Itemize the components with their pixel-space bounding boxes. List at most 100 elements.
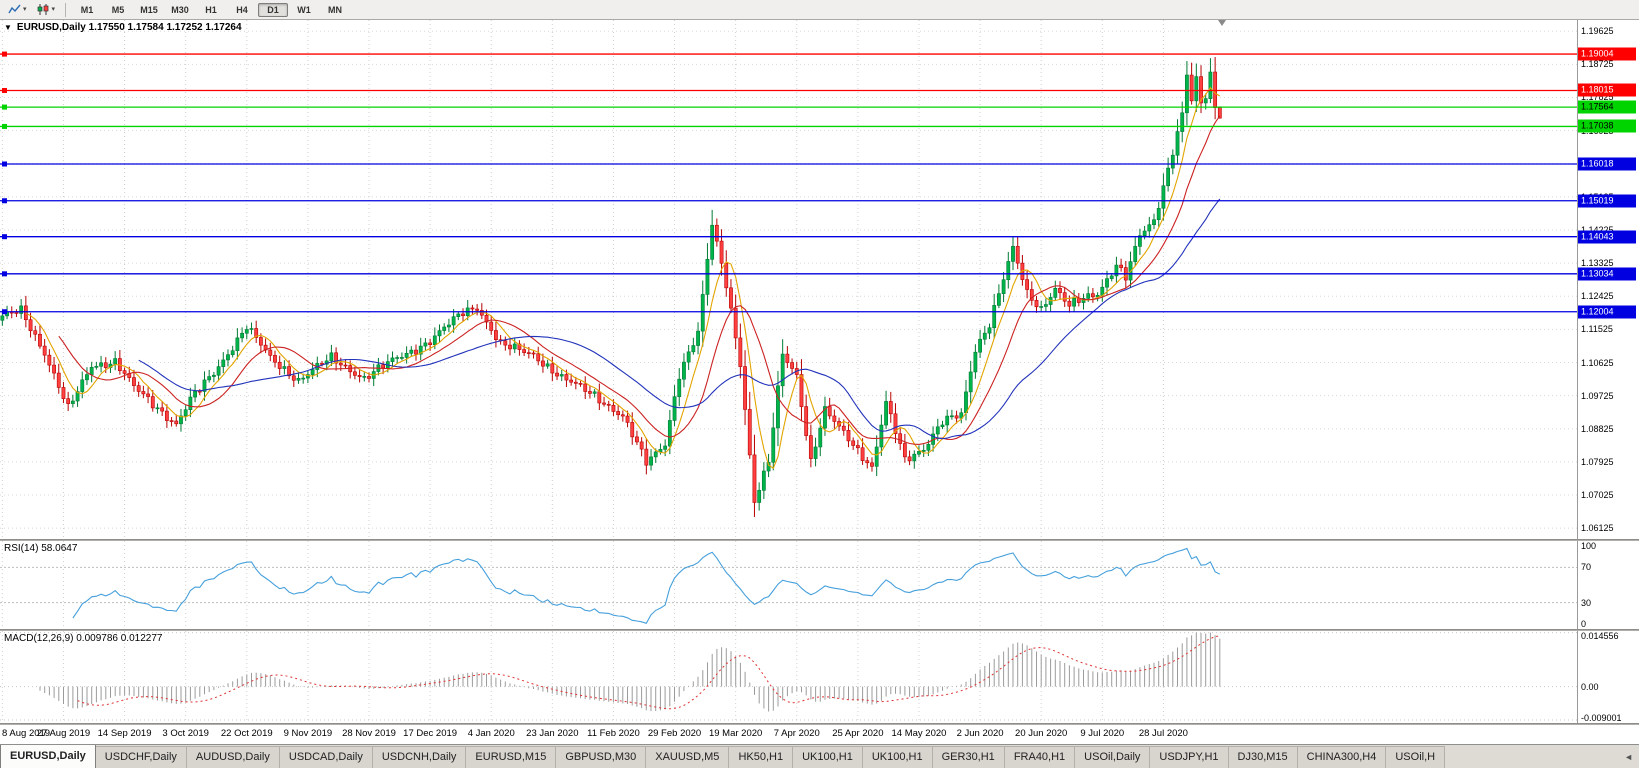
timeframe-button-mn[interactable]: MN xyxy=(328,4,343,15)
chart-tab-fra40-h1[interactable]: FRA40,H1 xyxy=(1004,746,1076,768)
horizontal-line[interactable] xyxy=(0,87,1577,93)
horizontal-line[interactable] xyxy=(0,123,1577,129)
chart-tab-uk100-h1[interactable]: UK100,H1 xyxy=(793,746,863,768)
chart-tab-usoil-h[interactable]: USOil,H xyxy=(1386,746,1446,768)
chart-tab-gbpusd-m30[interactable]: GBPUSD,M30 xyxy=(556,746,647,768)
timeframe-button-h4[interactable]: H4 xyxy=(236,4,248,15)
axis-tick: 1.13325 xyxy=(1581,258,1614,269)
line-anchor-marker[interactable] xyxy=(2,198,7,204)
horizontal-line[interactable] xyxy=(0,51,1577,57)
price-line-label: 1.17038 xyxy=(1578,119,1636,133)
macd-label: MACD(12,26,9) 0.009786 0.012277 xyxy=(4,633,163,644)
rsi-axis[interactable]: 100 70 30 0 xyxy=(1577,541,1639,629)
tab-scroll-left-icon[interactable]: ◄ xyxy=(1624,751,1633,762)
chart-tab-usoil-daily[interactable]: USOil,Daily xyxy=(1075,746,1151,768)
axis-tick: 1.19625 xyxy=(1581,26,1614,37)
axis-tick: 30 xyxy=(1581,597,1592,608)
line-studies-button[interactable]: ▾ xyxy=(4,2,31,17)
line-anchor-marker[interactable] xyxy=(2,123,7,129)
timeframe-button-h1[interactable]: H1 xyxy=(205,4,217,15)
macd-chart[interactable]: MACD(12,26,9) 0.009786 0.012277 xyxy=(0,631,1577,723)
date-label: 22 Oct 2019 xyxy=(220,728,273,739)
date-label: 14 Sep 2019 xyxy=(97,728,152,739)
chart-tab-usdchf-daily[interactable]: USDCHF,Daily xyxy=(95,746,187,768)
dropdown-caret-icon: ▾ xyxy=(51,6,56,13)
axis-tick: 1.17825 xyxy=(1581,92,1614,103)
panel-splitter[interactable] xyxy=(0,629,1639,631)
chart-tab-ger30-h1[interactable]: GER30,H1 xyxy=(932,746,1005,768)
chart-tab-china300-h4[interactable]: CHINA300,H4 xyxy=(1297,746,1387,768)
chart-tab-hk50-h1[interactable]: HK50,H1 xyxy=(729,746,794,768)
chart-tab-audusd-daily[interactable]: AUDUSD,Daily xyxy=(186,746,280,768)
date-label: 17 Dec 2019 xyxy=(403,728,458,739)
chart-tab-usdcad-daily[interactable]: USDCAD,Daily xyxy=(279,746,373,768)
macd-panel: MACD(12,26,9) 0.009786 0.012277 0.014556… xyxy=(0,631,1639,723)
horizontal-line[interactable] xyxy=(0,271,1577,277)
timeframe-button-m30[interactable]: M30 xyxy=(171,4,189,15)
rsi-chart[interactable]: RSI(14) 58.0647 xyxy=(0,541,1577,629)
toolbar: ▾ ▾ M1 M5 M15 M30 H1 H4 D1 W1 MN xyxy=(0,0,1639,20)
axis-tick: 0 xyxy=(1581,619,1587,629)
horizontal-line[interactable] xyxy=(0,104,1577,110)
axis-tick: 1.12425 xyxy=(1581,291,1614,302)
moving-average-6 xyxy=(25,86,1221,470)
moving-average-13 xyxy=(58,115,1221,445)
date-label: 23 Jan 2020 xyxy=(526,728,579,739)
timeframe-button-d1[interactable]: D1 xyxy=(258,2,289,17)
price-chart[interactable]: ▼ EURUSD,Daily 1.17550 1.17584 1.17252 1… xyxy=(0,20,1577,539)
chart-tab-eurusd-daily[interactable]: EURUSD,Daily xyxy=(0,745,96,768)
price-axis[interactable]: 1.196251.187251.178251.169251.160251.151… xyxy=(1577,20,1639,539)
collapse-icon[interactable]: ▼ xyxy=(4,22,12,32)
timeframe-button-m5[interactable]: M5 xyxy=(111,4,125,15)
date-label: 25 Apr 2020 xyxy=(832,728,884,739)
axis-tick: 1.07025 xyxy=(1581,490,1614,500)
axis-tick: 1.11525 xyxy=(1581,324,1613,335)
macd-canvas xyxy=(0,631,1577,723)
line-anchor-marker[interactable] xyxy=(2,271,7,277)
line-anchor-marker[interactable] xyxy=(2,51,7,57)
line-anchor-marker[interactable] xyxy=(2,87,7,93)
chart-tab-usdjpy-h1[interactable]: USDJPY,H1 xyxy=(1150,746,1229,768)
timeframe-button-m15[interactable]: M15 xyxy=(140,4,158,15)
date-axis[interactable]: 8 Aug 2019 27 Aug 2019 14 Sep 2019 3 Oct 20… xyxy=(0,725,1639,744)
date-label: 3 Oct 2019 xyxy=(162,728,209,739)
horizontal-line[interactable] xyxy=(0,309,1577,315)
line-anchor-marker[interactable] xyxy=(2,161,7,167)
macd-signal-line xyxy=(77,635,1220,710)
horizontal-line[interactable] xyxy=(0,161,1577,167)
axis-tick: 1.09725 xyxy=(1581,390,1614,401)
price-line-label: 1.14043 xyxy=(1578,230,1636,244)
price-line-label: 1.13034 xyxy=(1578,267,1636,281)
zigzag-line-icon xyxy=(8,4,21,14)
macd-axis[interactable]: 0.014556 0.00 -0.009001 xyxy=(1577,631,1639,723)
chart-shift-marker xyxy=(1218,20,1227,26)
rsi-label: RSI(14) 58.0647 xyxy=(4,543,78,554)
price-line-label: 1.19004 xyxy=(1578,47,1636,61)
chart-tab-xauusd-m5[interactable]: XAUUSD,M5 xyxy=(646,746,730,768)
chart-tab-dj30-m15[interactable]: DJ30,M15 xyxy=(1228,746,1298,768)
date-label: 14 May 2020 xyxy=(891,728,947,739)
chart-type-button[interactable]: ▾ xyxy=(33,2,60,17)
axis-tick: 1.14225 xyxy=(1581,225,1614,235)
price-line-label: 1.15019 xyxy=(1578,194,1636,208)
horizontal-line[interactable] xyxy=(0,234,1577,240)
timeframe-buttons: M1 M5 M15 M30 H1 H4 D1 W1 MN xyxy=(72,2,350,17)
chart-tab-eurusd-m15[interactable]: EURUSD,M15 xyxy=(466,746,557,768)
line-anchor-marker[interactable] xyxy=(2,309,7,315)
date-label: 4 Jan 2020 xyxy=(467,728,515,739)
chart-tab-usdcnh-daily[interactable]: USDCNH,Daily xyxy=(372,746,467,768)
horizontal-line[interactable] xyxy=(0,198,1577,204)
price-chart-panel: ▼ EURUSD,Daily 1.17550 1.17584 1.17252 1… xyxy=(0,20,1639,539)
rsi-line xyxy=(72,547,1221,624)
panel-splitter[interactable] xyxy=(0,539,1639,541)
chart-tab-uk100-h1[interactable]: UK100,H1 xyxy=(862,746,933,768)
timeframe-button-m1[interactable]: M1 xyxy=(80,4,94,15)
price-line-label: 1.12004 xyxy=(1578,305,1636,319)
axis-tick: 0.014556 xyxy=(1581,631,1619,641)
line-anchor-marker[interactable] xyxy=(2,104,7,110)
panel-splitter[interactable] xyxy=(0,723,1639,725)
line-anchor-marker[interactable] xyxy=(2,234,7,240)
timeframe-button-w1[interactable]: W1 xyxy=(297,4,311,15)
date-label: 19 Mar 2020 xyxy=(708,728,763,739)
axis-tick: 1.18725 xyxy=(1581,59,1614,70)
